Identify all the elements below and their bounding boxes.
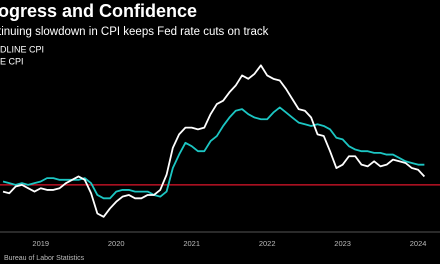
source: Bureau of Labor Statistics	[4, 255, 85, 262]
x-tick-label: 2021	[183, 239, 200, 248]
x-tick-label: 2024	[410, 239, 427, 248]
chart-title: ogress and Confidence	[0, 1, 197, 21]
legend-label: DLINE CPI	[0, 44, 44, 54]
x-tick-label: 2022	[259, 239, 276, 248]
x-tick-label: 2019	[32, 239, 49, 248]
legend-label: E CPI	[0, 56, 24, 66]
x-tick-label: 2020	[108, 239, 125, 248]
series-line	[2, 64, 426, 218]
x-tick-label: 2023	[334, 239, 351, 248]
chart-subtitle: tinuing slowdown in CPI keeps Fed rate c…	[0, 26, 269, 38]
